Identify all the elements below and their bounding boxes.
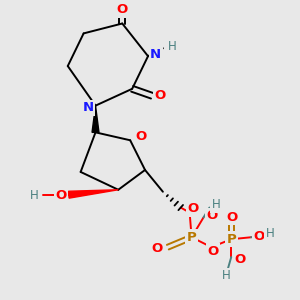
Text: O: O xyxy=(152,242,163,255)
Text: O: O xyxy=(208,244,219,258)
Text: H: H xyxy=(222,269,231,282)
Text: O: O xyxy=(253,230,264,243)
Text: O: O xyxy=(154,89,165,102)
Polygon shape xyxy=(68,190,118,198)
Text: P: P xyxy=(187,231,196,244)
Text: O: O xyxy=(56,189,67,202)
Text: N: N xyxy=(82,101,94,114)
Text: O: O xyxy=(135,130,146,143)
Text: O: O xyxy=(234,253,245,266)
Text: O: O xyxy=(187,202,198,215)
Text: H: H xyxy=(266,227,275,240)
Text: H: H xyxy=(212,198,220,211)
Polygon shape xyxy=(92,106,99,132)
Text: O: O xyxy=(226,211,238,224)
Text: O: O xyxy=(206,209,218,222)
Text: N: N xyxy=(150,48,161,61)
Text: P: P xyxy=(226,233,236,246)
Text: H: H xyxy=(168,40,177,53)
Text: O: O xyxy=(117,3,128,16)
Text: H: H xyxy=(30,189,39,202)
